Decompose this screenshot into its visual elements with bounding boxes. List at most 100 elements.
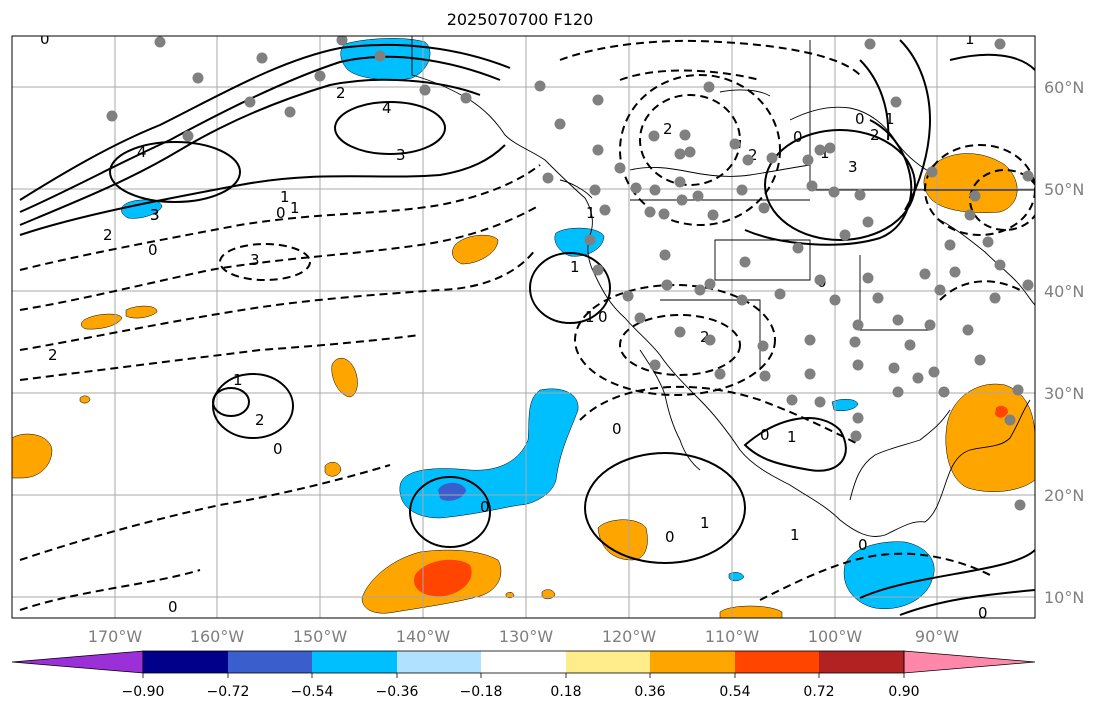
colorbar-segment [566,651,650,673]
station-marker [890,96,902,108]
contour-label: 3 [396,146,406,164]
colorbar-tick-label: −0.18 [460,684,503,700]
contour-label: 0 [855,110,865,128]
station-marker [852,319,864,331]
colorbar-low-extend [11,650,144,674]
colorbar-segment [397,651,481,673]
station-marker [542,172,554,184]
station-marker [644,206,656,218]
station-marker [614,162,626,174]
station-marker [766,152,778,164]
station-marker [622,290,634,302]
station-marker [599,204,611,216]
station-marker [659,249,671,261]
station-marker [792,242,804,254]
contour-label: 0 [760,426,770,444]
station-marker [912,372,924,384]
colorbar-tick-label: 0.72 [803,684,834,700]
shade-blue-region [843,541,935,610]
contour-label: 0 [40,30,50,48]
shade-orange-region [945,383,1035,492]
contour-label: 1 [585,308,595,326]
station-marker [982,236,994,248]
colorbar-segment [481,651,566,673]
colorbar: −0.90 −0.72 −0.54 −0.36 −0.18 0.18 0.36 … [11,650,1036,700]
station-marker [824,142,836,154]
colorbar-segment [312,651,397,673]
shade-red-region [995,405,1008,418]
station-marker [949,266,961,278]
map-frame [11,35,1036,619]
station-marker [692,190,704,202]
station-marker [944,239,956,251]
colorbar-high-extend [903,650,1036,674]
contour-label: 2 [103,226,113,244]
station-marker [854,189,866,201]
lon-label-170w: 170°W [88,627,143,646]
contour-label: 0 [665,528,675,546]
station-marker [934,284,946,296]
lat-label-50n: 50°N [1044,180,1084,199]
station-marker [969,190,981,202]
station-marker [994,259,1006,271]
station-marker [694,284,706,296]
longitude-labels: 170°W 160°W 150°W 140°W 130°W 120°W 110°… [88,627,959,646]
lat-label-10n: 10°N [1044,588,1084,607]
station-marker [806,180,818,192]
station-marker [892,314,904,326]
shade-orange-region [12,433,53,479]
lat-label-20n: 20°N [1044,486,1084,505]
contour-label: 2 [700,328,710,346]
contour-label: 1 [700,514,710,532]
station-marker [864,38,876,50]
lon-label-100w: 100°W [808,627,863,646]
station-marker [649,359,661,371]
lon-label-110w: 110°W [705,627,760,646]
station-marker [1012,384,1024,396]
contour-label: 0 [612,420,622,438]
station-marker [244,96,256,108]
station-marker [742,154,754,166]
contour-label: 0 [480,498,490,516]
station-marker [739,256,751,268]
station-marker [852,412,864,424]
colorbar-tick-label: −0.54 [291,684,334,700]
contour-label: 0 [276,204,286,222]
shade-orange-region [79,395,91,404]
shade-blue-region [831,399,859,411]
station-marker [736,294,748,306]
shade-orange-region [125,305,158,319]
colorbar-tick-label: −0.72 [207,684,250,700]
station-marker [928,366,940,378]
station-marker [649,184,661,196]
station-marker [964,209,976,221]
station-marker [774,288,786,300]
shade-orange-region [452,234,499,265]
contour-label: 3 [250,251,260,269]
shade-orange-region [331,358,358,398]
station-marker [919,268,931,280]
station-marker [182,130,194,142]
contour-label: 2 [48,346,58,364]
contour-label: 3 [150,206,160,224]
shade-orange-region [324,462,342,477]
lat-label-40n: 40°N [1044,282,1084,301]
station-marker [938,386,950,398]
contour-label: 0 [793,128,803,146]
contour-label: 1 [820,144,830,162]
contour-label: 3 [150,206,160,224]
station-marker [786,394,798,406]
station-marker [974,354,986,366]
station-marker [707,209,719,221]
station-marker [419,84,431,96]
shade-darkblue-region [438,482,466,501]
station-marker [839,229,851,241]
colorbar-segment [819,651,904,673]
contour-label: 1 [280,188,290,206]
station-marker [256,52,268,64]
map-title: 2025070700 F120 [446,10,594,29]
contour-label: 0 [168,598,178,616]
contours-negative [19,39,1035,611]
station-marker [589,184,601,196]
station-marker [674,176,686,188]
